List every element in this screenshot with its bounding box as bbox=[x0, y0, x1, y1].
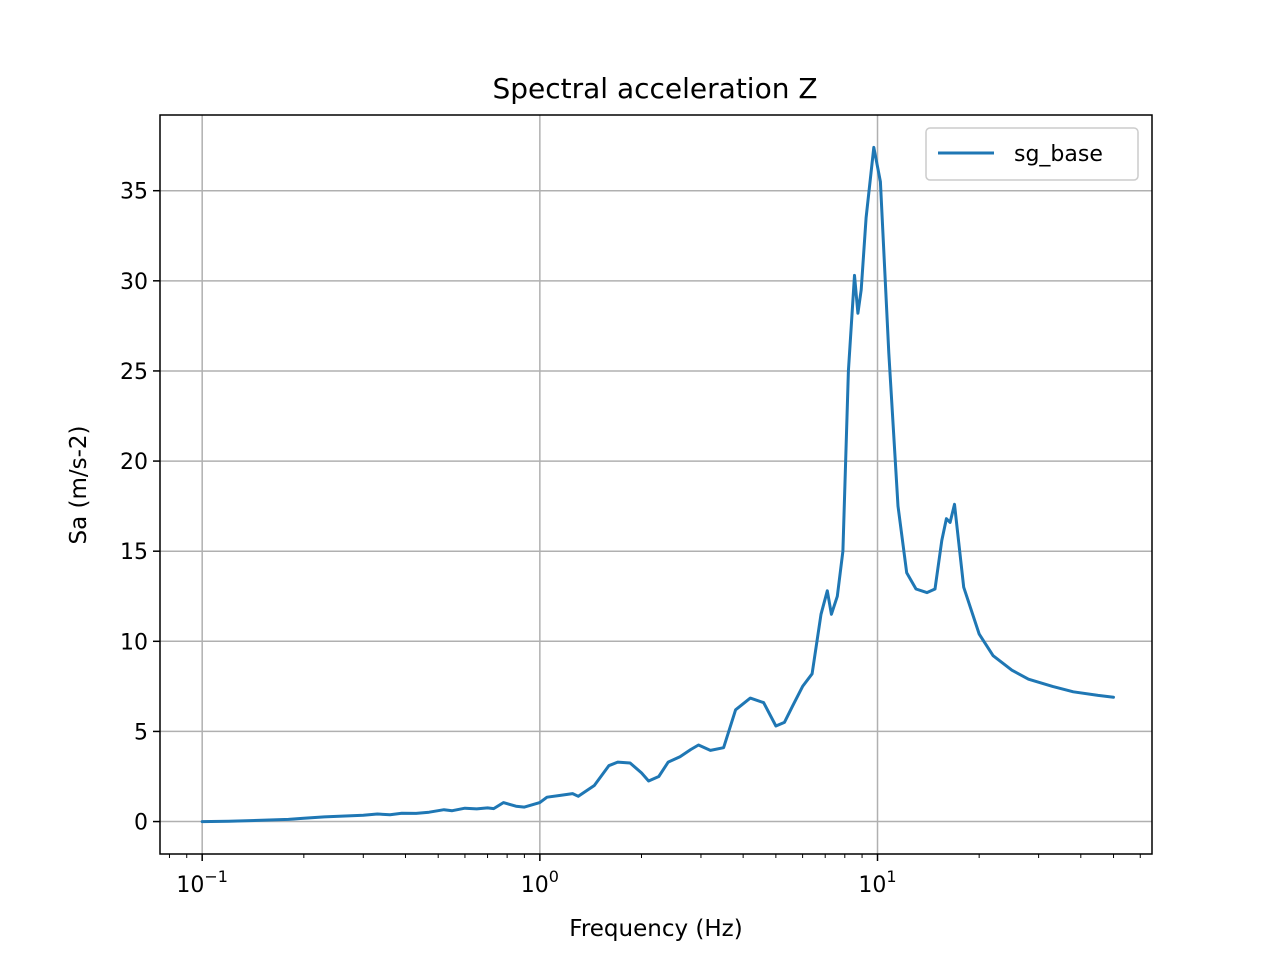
y-tick-label: 30 bbox=[120, 270, 148, 295]
y-tick-label: 0 bbox=[134, 811, 148, 836]
x-axis-label: Frequency (Hz) bbox=[569, 916, 742, 942]
y-tick-label: 25 bbox=[120, 360, 148, 385]
grid bbox=[160, 115, 1152, 854]
y-tick-label: 5 bbox=[134, 720, 148, 745]
chart-title: Spectral acceleration Z bbox=[492, 72, 817, 105]
y-tick-label: 15 bbox=[120, 540, 148, 565]
y-axis-label: Sa (m/s-2) bbox=[66, 425, 92, 544]
plot-area-frame bbox=[159, 114, 1153, 855]
x-tick-label: 10−1 bbox=[176, 867, 228, 898]
x-tick-label: 101 bbox=[858, 867, 896, 898]
y-ticks: 0 5 10 15 20 25 30 35 bbox=[120, 180, 160, 836]
y-tick-label: 35 bbox=[120, 180, 148, 205]
legend-frame bbox=[925, 127, 1139, 181]
legend-label-sg_base: sg_base bbox=[1014, 142, 1103, 167]
series-line-sg_base bbox=[200, 145, 1115, 824]
x-ticks: 10−1 100 101 bbox=[176, 854, 897, 898]
y-tick-label: 10 bbox=[120, 630, 148, 655]
legend: sg_base bbox=[925, 127, 1139, 181]
x-tick-label: 100 bbox=[521, 867, 559, 898]
y-tick-label: 20 bbox=[120, 450, 148, 475]
